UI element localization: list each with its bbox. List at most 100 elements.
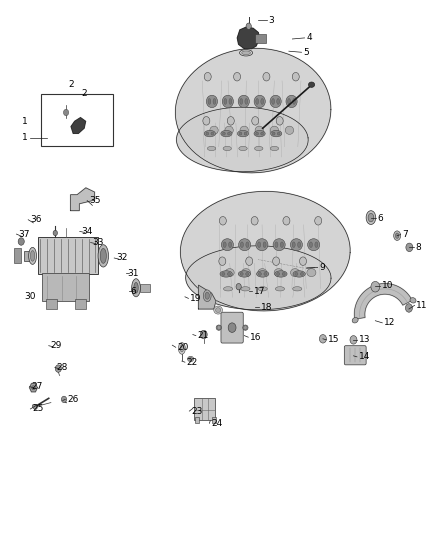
Text: 20: 20	[177, 343, 189, 352]
Ellipse shape	[258, 269, 267, 277]
Ellipse shape	[208, 99, 211, 104]
Text: 34: 34	[81, 227, 93, 236]
Ellipse shape	[132, 279, 141, 297]
Ellipse shape	[275, 242, 278, 247]
Ellipse shape	[309, 242, 312, 247]
Polygon shape	[237, 27, 259, 49]
Circle shape	[32, 385, 35, 390]
Ellipse shape	[240, 272, 243, 276]
Ellipse shape	[189, 358, 192, 361]
Circle shape	[228, 323, 236, 333]
Text: 32: 32	[116, 254, 127, 262]
Ellipse shape	[215, 308, 221, 312]
Ellipse shape	[238, 95, 249, 108]
Circle shape	[204, 72, 211, 81]
Ellipse shape	[244, 132, 247, 135]
Ellipse shape	[276, 287, 285, 291]
Ellipse shape	[277, 99, 279, 104]
Ellipse shape	[263, 242, 266, 247]
Ellipse shape	[242, 51, 251, 55]
Ellipse shape	[270, 95, 281, 108]
Circle shape	[53, 230, 57, 236]
Circle shape	[350, 336, 357, 344]
Ellipse shape	[243, 325, 248, 330]
Ellipse shape	[210, 126, 218, 134]
Bar	[141, 284, 150, 292]
Text: 36: 36	[30, 215, 42, 224]
Circle shape	[200, 330, 207, 339]
Ellipse shape	[261, 132, 264, 135]
Ellipse shape	[352, 318, 358, 323]
Circle shape	[276, 117, 283, 125]
Ellipse shape	[238, 271, 251, 277]
Text: 1: 1	[21, 133, 28, 142]
Ellipse shape	[206, 132, 209, 135]
Ellipse shape	[204, 131, 215, 137]
Text: 33: 33	[92, 238, 104, 247]
Ellipse shape	[240, 50, 253, 56]
Text: 18: 18	[261, 303, 272, 312]
Text: 21: 21	[198, 331, 209, 340]
Ellipse shape	[288, 99, 290, 104]
Text: 28: 28	[57, 363, 68, 372]
Ellipse shape	[239, 239, 251, 251]
Ellipse shape	[256, 99, 258, 104]
Ellipse shape	[277, 272, 280, 276]
Ellipse shape	[221, 131, 232, 137]
Polygon shape	[71, 118, 85, 133]
Bar	[41, 94, 113, 147]
Ellipse shape	[213, 99, 216, 104]
Ellipse shape	[277, 132, 280, 135]
FancyBboxPatch shape	[344, 346, 366, 365]
Text: 24: 24	[211, 419, 223, 428]
Ellipse shape	[211, 132, 214, 135]
Ellipse shape	[297, 242, 300, 247]
Ellipse shape	[223, 287, 233, 291]
Text: 12: 12	[384, 318, 396, 327]
Ellipse shape	[366, 211, 376, 224]
Circle shape	[227, 117, 234, 125]
Text: 37: 37	[18, 230, 30, 239]
Ellipse shape	[270, 126, 279, 134]
Circle shape	[233, 72, 240, 81]
Text: 35: 35	[89, 196, 100, 205]
Ellipse shape	[229, 99, 232, 104]
Ellipse shape	[258, 272, 261, 276]
Polygon shape	[186, 246, 331, 310]
Ellipse shape	[307, 269, 316, 277]
Ellipse shape	[180, 345, 184, 352]
Text: 16: 16	[250, 333, 261, 342]
Ellipse shape	[245, 99, 248, 104]
Polygon shape	[29, 384, 37, 392]
Text: 5: 5	[303, 48, 309, 56]
Text: 6: 6	[131, 287, 136, 296]
Circle shape	[283, 216, 290, 225]
Circle shape	[217, 326, 220, 330]
Ellipse shape	[216, 325, 221, 330]
Ellipse shape	[240, 99, 243, 104]
Text: 2: 2	[81, 89, 87, 98]
Bar	[75, 300, 86, 309]
Text: 9: 9	[319, 263, 325, 272]
Circle shape	[246, 257, 253, 265]
Ellipse shape	[410, 297, 416, 303]
Circle shape	[236, 284, 241, 290]
Text: 15: 15	[328, 335, 339, 344]
Text: 6: 6	[378, 214, 383, 223]
Ellipse shape	[225, 269, 234, 277]
Ellipse shape	[246, 242, 249, 247]
Text: 4: 4	[306, 34, 312, 43]
Text: 3: 3	[269, 16, 275, 25]
Text: 30: 30	[24, 292, 35, 301]
Ellipse shape	[28, 247, 36, 264]
Bar	[46, 300, 57, 309]
Bar	[194, 398, 215, 419]
Text: 17: 17	[254, 287, 265, 296]
Ellipse shape	[258, 242, 261, 247]
Ellipse shape	[261, 99, 264, 104]
Ellipse shape	[246, 272, 249, 276]
Ellipse shape	[282, 272, 285, 276]
Ellipse shape	[264, 272, 267, 276]
Ellipse shape	[286, 95, 297, 108]
Ellipse shape	[224, 99, 227, 104]
